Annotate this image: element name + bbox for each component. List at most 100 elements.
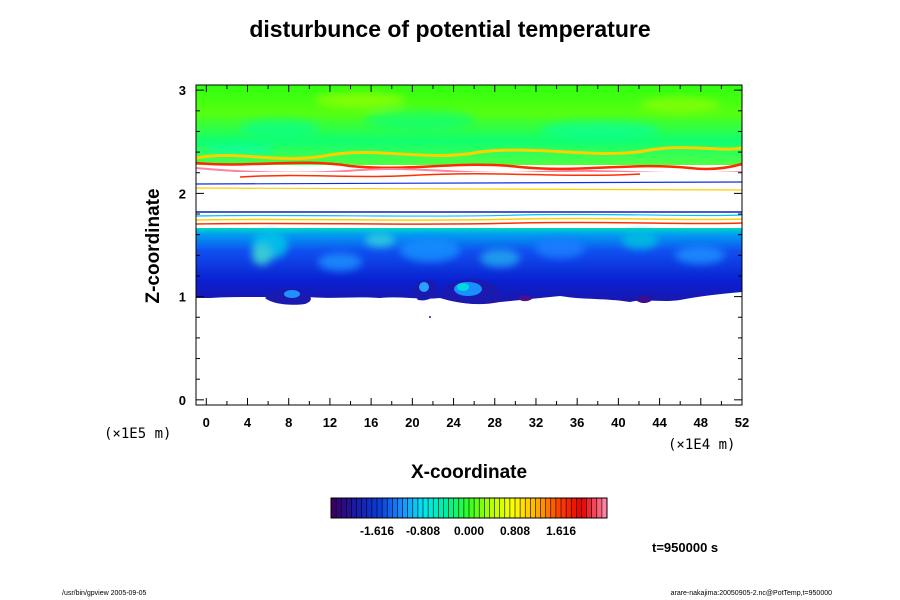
colorbar-swatch — [494, 498, 500, 518]
colorbar-swatch — [601, 498, 608, 518]
x-axis: 0 4 8 12 16 20 24 28 32 36 40 44 48 52 — [203, 85, 749, 430]
plume — [636, 295, 652, 303]
band-line — [239, 172, 641, 178]
colorbar-swatch — [438, 498, 444, 518]
middle-white-layer — [196, 172, 742, 220]
colorbar-swatch — [423, 498, 429, 518]
y-axis-title: Z-coordinate — [143, 188, 164, 303]
x-axis-title: X-coordinate — [411, 462, 527, 483]
colorbar-swatch — [530, 498, 536, 518]
x-tick-label: 52 — [735, 415, 749, 430]
x-tick-label: 32 — [529, 415, 543, 430]
colorbar-swatch — [453, 498, 460, 518]
colorbar-swatch — [581, 498, 587, 518]
y-axis: 0 1 2 3 — [179, 83, 742, 408]
colorbar-swatch — [336, 498, 342, 518]
y-tick-label: 0 — [179, 393, 186, 408]
band-line — [195, 181, 743, 185]
chart-title: disturbunce of potential temperature — [249, 16, 651, 42]
band-line — [195, 213, 743, 217]
colorbar-swatch — [489, 498, 495, 518]
colorbar-swatch — [561, 498, 567, 518]
colorbar-frame — [330, 497, 608, 519]
colorbar-swatch — [484, 498, 490, 518]
colorbar-swatch — [392, 498, 398, 518]
footer-left: /usr/bin/gpview 2005-09-05 — [62, 590, 147, 597]
y-tick-label: 2 — [179, 186, 186, 201]
plume — [457, 283, 469, 291]
bottom-white-layer — [196, 305, 742, 405]
colorbar-swatch — [520, 498, 526, 518]
colorbar-swatch — [361, 498, 368, 518]
x-tick-label: 48 — [694, 415, 708, 430]
footer-right: arare-nakajima:20050905-2.nc@PotTemp,t=9… — [670, 590, 832, 597]
x-tick-label: 36 — [570, 415, 584, 430]
colorbar-swatch — [555, 498, 562, 518]
colorbar-tick-label: -0.808 — [406, 524, 440, 538]
colorbar-swatch — [463, 498, 470, 518]
colorbar-swatch — [356, 498, 362, 518]
plume — [419, 282, 429, 292]
plume — [284, 290, 300, 298]
colorbar-swatch — [540, 498, 546, 518]
colorbar-swatch — [545, 498, 552, 518]
x-tick-label: 4 — [244, 415, 252, 430]
colorbar-swatch — [458, 498, 465, 518]
y-tick-label: 1 — [179, 290, 186, 305]
colorbar-swatch — [428, 498, 434, 518]
colorbar-swatch — [397, 498, 403, 518]
colorbar-swatch — [377, 498, 383, 518]
colorbar-swatch — [371, 498, 378, 518]
colorbar-swatch — [402, 498, 408, 518]
plume — [518, 295, 532, 302]
colorbar-swatch — [341, 498, 347, 518]
colorbar-swatch — [351, 498, 357, 518]
colorbar-swatch — [382, 498, 388, 518]
colorbar-swatch — [412, 498, 419, 518]
colorbar-swatch — [387, 498, 393, 518]
colorbar-swatch — [433, 498, 439, 518]
x-tick-label: 12 — [323, 415, 337, 430]
x-unit-label: (×1E4 m) — [668, 437, 735, 453]
colorbar-swatch — [525, 498, 531, 518]
colorbar-swatch — [596, 498, 603, 518]
colorbar-swatch — [479, 498, 485, 518]
x-tick-label: 20 — [405, 415, 419, 430]
colorbar-tick-label: -1.616 — [360, 524, 394, 538]
lower-blue-layer — [196, 228, 742, 305]
colorbar-swatch — [448, 498, 454, 518]
band-line — [195, 161, 743, 171]
colorbar-swatch — [550, 498, 557, 518]
colorbar-swatch — [535, 498, 541, 518]
colorbar-swatch — [515, 498, 521, 518]
colorbar-swatch — [571, 498, 577, 518]
colorbar-swatch — [443, 498, 449, 518]
plot-frame — [195, 84, 743, 406]
colorbar-tick-label: 0.808 — [500, 524, 530, 538]
band-line — [195, 221, 743, 225]
x-tick-label: 8 — [285, 415, 292, 430]
time-label: t=950000 s — [652, 540, 719, 555]
colorbar-tick-label: 0.000 — [454, 524, 484, 538]
colorbar-swatch — [346, 498, 352, 518]
colorbar-swatch — [499, 498, 506, 518]
colorbar-swatch — [509, 498, 516, 518]
band-line — [195, 187, 743, 191]
x-tick-label: 24 — [446, 415, 461, 430]
colorbar-swatch — [586, 498, 592, 518]
colorbar-swatch — [474, 498, 480, 518]
x-tick-label: 28 — [488, 415, 502, 430]
colorbar-swatch — [591, 498, 598, 518]
colorbar-swatch — [504, 498, 511, 518]
x-tick-label: 40 — [611, 415, 625, 430]
colorbar-swatch — [331, 498, 337, 518]
colorbar-swatch — [566, 498, 572, 518]
upper-layer-eddies — [205, 92, 720, 156]
colorbar-tick-label: 1.616 — [546, 524, 576, 538]
colorbar-swatch — [576, 498, 582, 518]
colorbar-swatch — [469, 498, 475, 518]
colorbar-swatch — [366, 498, 373, 518]
colorbar: -1.616 -0.808 0.000 0.808 1.616 — [330, 497, 608, 538]
y-tick-label: 3 — [179, 83, 186, 98]
